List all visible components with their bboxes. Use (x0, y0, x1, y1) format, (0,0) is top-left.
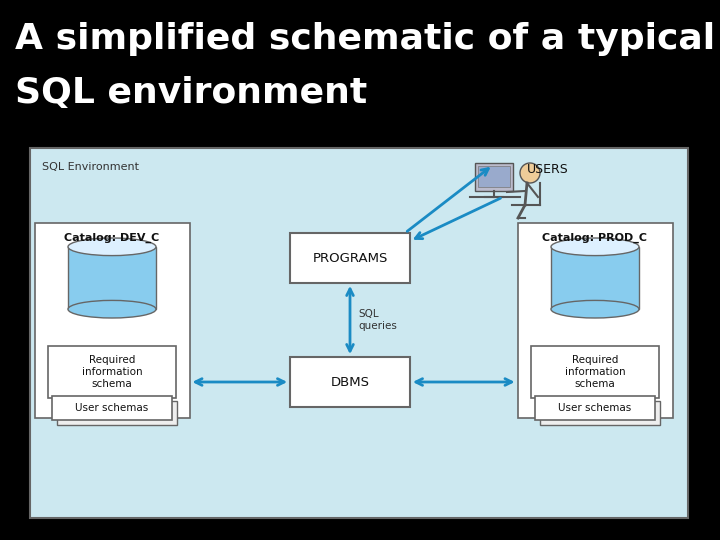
Text: A simplified schematic of a typical: A simplified schematic of a typical (15, 22, 715, 56)
Text: User schemas: User schemas (76, 403, 148, 413)
FancyBboxPatch shape (540, 401, 660, 425)
FancyBboxPatch shape (518, 222, 672, 417)
Circle shape (520, 163, 540, 183)
FancyBboxPatch shape (52, 396, 172, 420)
FancyBboxPatch shape (535, 396, 655, 420)
Text: User schemas: User schemas (559, 403, 631, 413)
Text: PROGRAMS: PROGRAMS (312, 252, 387, 265)
Text: SQL Environment: SQL Environment (42, 162, 139, 172)
Ellipse shape (551, 238, 639, 255)
Text: SQL
queries: SQL queries (358, 309, 397, 331)
FancyBboxPatch shape (551, 247, 639, 309)
Text: Required
information
schema: Required information schema (81, 355, 143, 389)
FancyBboxPatch shape (475, 163, 513, 191)
Text: Required
information
schema: Required information schema (564, 355, 625, 389)
FancyBboxPatch shape (48, 346, 176, 398)
Text: Catalog: PROD_C: Catalog: PROD_C (542, 233, 647, 243)
FancyBboxPatch shape (30, 148, 688, 518)
Text: USERS: USERS (527, 163, 569, 176)
Ellipse shape (68, 300, 156, 318)
FancyBboxPatch shape (68, 247, 156, 309)
FancyBboxPatch shape (290, 357, 410, 407)
Ellipse shape (551, 300, 639, 318)
Text: Catalog: DEV_C: Catalog: DEV_C (64, 233, 160, 243)
Text: DBMS: DBMS (330, 375, 369, 388)
FancyBboxPatch shape (57, 401, 177, 425)
FancyBboxPatch shape (290, 233, 410, 283)
Text: SQL environment: SQL environment (15, 76, 367, 110)
FancyBboxPatch shape (35, 222, 189, 417)
Ellipse shape (68, 238, 156, 255)
FancyBboxPatch shape (531, 346, 659, 398)
FancyBboxPatch shape (478, 166, 510, 187)
